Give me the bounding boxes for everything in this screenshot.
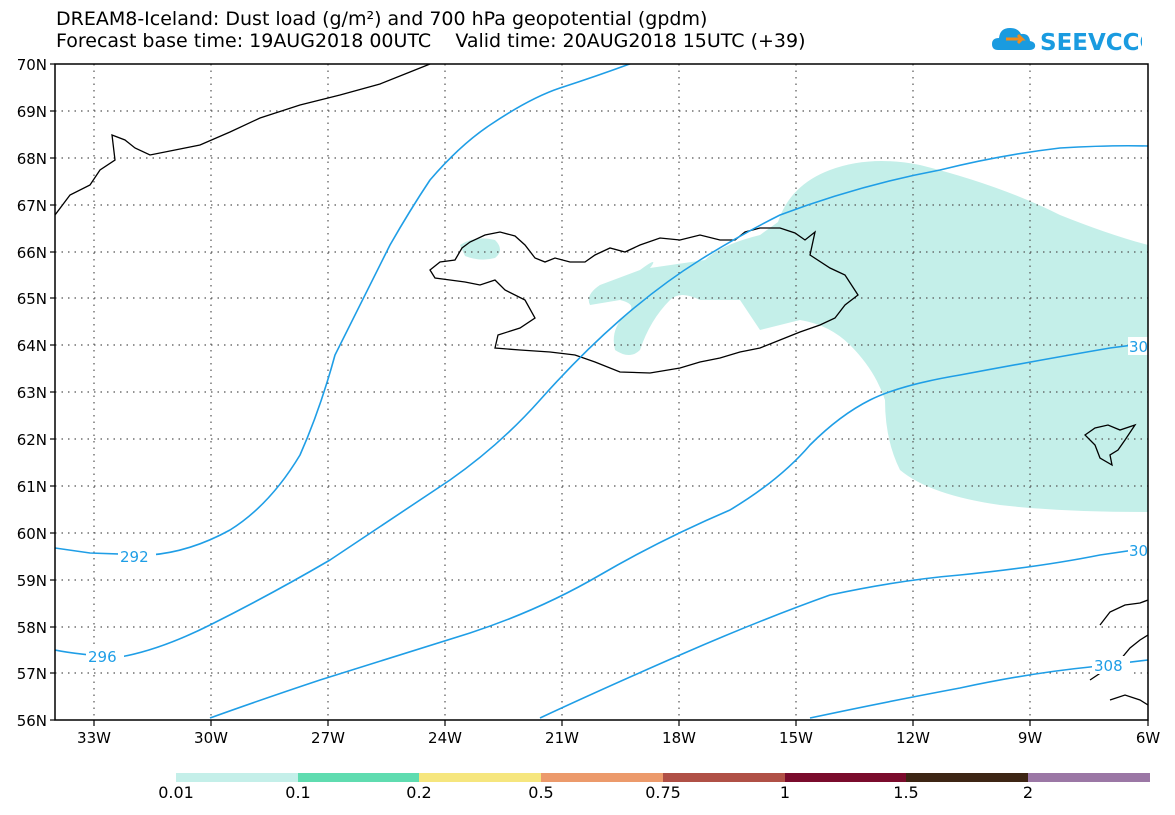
lat-label: 67N: [17, 197, 47, 215]
faroe-coast: [1083, 423, 1137, 467]
colorbar: [176, 773, 1150, 782]
lat-label: 63N: [17, 384, 47, 402]
iceland-coast: [429, 227, 859, 374]
lon-label: 12W: [896, 729, 930, 747]
contour-label-300-b: 30: [1129, 542, 1148, 560]
colorbar-swatch: [906, 773, 1028, 782]
contour-label-300-a: 30: [1129, 338, 1148, 356]
lat-label: 65N: [17, 290, 47, 308]
lat-label: 69N: [17, 103, 47, 121]
cloud-icon: [992, 28, 1036, 50]
lon-label: 24W: [428, 729, 462, 747]
forecast-time-line: Forecast base time: 19AUG2018 00UTC Vali…: [56, 30, 806, 52]
dust-spot-westfjords: [460, 238, 500, 260]
colorbar-label: 0.2: [406, 783, 432, 802]
lat-label: 64N: [17, 337, 47, 355]
contour-292: [55, 64, 632, 556]
colorbar-swatch: [541, 773, 663, 782]
colorbar-label: 0.5: [528, 783, 554, 802]
colorbar-label: 1: [779, 783, 791, 802]
colorbar-swatch: [785, 773, 906, 782]
colorbar-label: 1.5: [893, 783, 919, 802]
geopotential-contours: [55, 64, 1148, 719]
lon-label: 33W: [77, 729, 111, 747]
lon-label: 15W: [779, 729, 813, 747]
lat-label: 58N: [17, 619, 47, 637]
lon-label: 21W: [545, 729, 579, 747]
greenland-coast: [55, 64, 431, 216]
logo-text: SEEVCCC: [1040, 30, 1142, 56]
lat-label: 66N: [17, 244, 47, 262]
colorbar-label: 0.01: [158, 783, 194, 802]
lat-label: 68N: [17, 150, 47, 168]
lat-label: 60N: [17, 525, 47, 543]
lon-label: 6W: [1136, 729, 1161, 747]
lon-label: 18W: [662, 729, 696, 747]
colorbar-swatch: [298, 773, 419, 782]
contour-296: [55, 144, 1148, 658]
colorbar-swatch: [663, 773, 785, 782]
scotland-coast: [1089, 599, 1148, 706]
lat-label: 61N: [17, 478, 47, 496]
coastlines: [55, 64, 1148, 706]
graticule: [55, 64, 1148, 720]
lat-label: 59N: [17, 572, 47, 590]
colorbar-swatch: [176, 773, 298, 782]
lat-label: 70N: [17, 56, 47, 74]
colorbar-swatch: [419, 773, 541, 782]
colorbar-swatch: [1028, 773, 1150, 782]
lat-label: 62N: [17, 431, 47, 449]
contour-300-b: [539, 547, 1148, 719]
lat-label: 57N: [17, 665, 47, 683]
seevccc-logo: SEEVCCC: [992, 28, 1142, 56]
colorbar-label: 0.75: [645, 783, 681, 802]
lon-label: 27W: [311, 729, 345, 747]
dust-plume: [588, 161, 1148, 512]
map-title: DREAM8-Iceland: Dust load (g/m²) and 700…: [56, 8, 708, 30]
colorbar-label: 2: [1022, 783, 1034, 802]
lon-label: 30W: [194, 729, 228, 747]
contour-300-a: [209, 342, 1148, 719]
colorbar-label: 0.1: [285, 783, 311, 802]
lon-label: 9W: [1018, 729, 1043, 747]
lat-label: 56N: [17, 712, 47, 730]
contour-label-296: 296: [88, 648, 117, 666]
contour-label-308: 308: [1094, 657, 1123, 675]
contour-308: [809, 659, 1148, 719]
contour-label-292: 292: [120, 548, 149, 566]
